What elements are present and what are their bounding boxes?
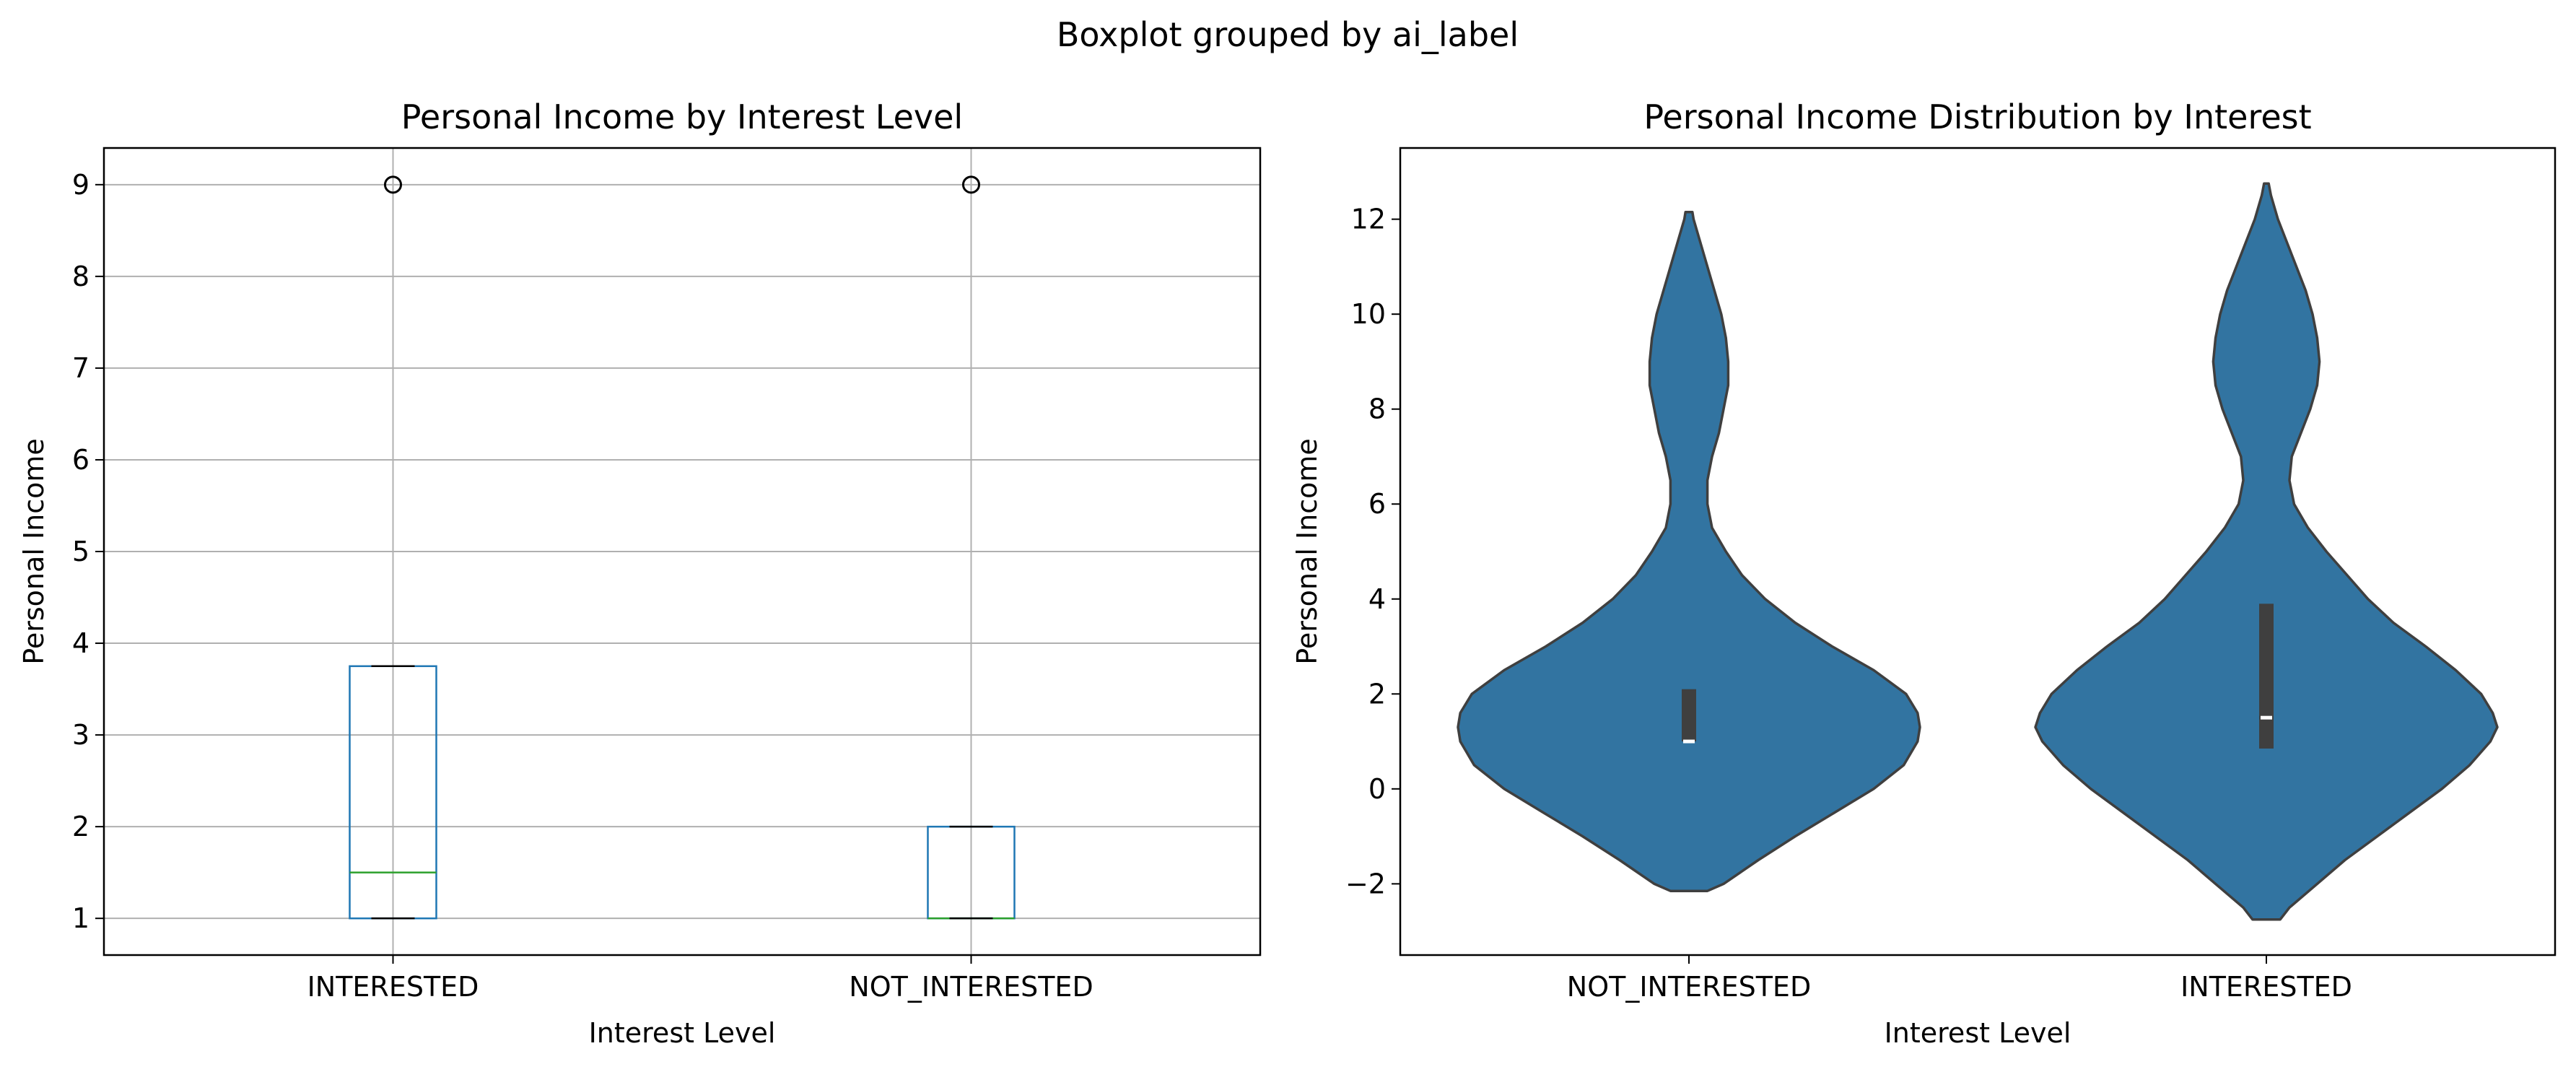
violinplot-ylabel: Personal Income <box>1291 438 1323 664</box>
y-tick-label: 5 <box>72 536 89 567</box>
violinplot-xlabel: Interest Level <box>1885 1017 2071 1049</box>
boxplot-ylabel: Personal Income <box>18 438 50 664</box>
y-tick-label: 12 <box>1351 204 1386 235</box>
boxplot-panel: Personal Income by Interest Level 1 2 3 4 5 6… <box>18 97 1262 1049</box>
boxplot-marks <box>349 175 1016 920</box>
y-tick-label: 8 <box>72 261 89 292</box>
y-tick-label: 4 <box>1368 583 1386 615</box>
y-tick-label: 1 <box>72 902 89 934</box>
boxplot-ticks: 1 2 3 4 5 6 7 8 9 INTERESTED NOT_INTERESTED <box>72 169 1093 1003</box>
violinplot-title: Personal Income Distribution by Interest <box>1643 97 2311 136</box>
y-tick-label: 3 <box>72 719 89 751</box>
y-tick-label: 6 <box>72 444 89 476</box>
figure-suptitle: Boxplot grouped by ai_label <box>1057 15 1519 54</box>
violinplot-panel: Personal Income Distribution by Interest… <box>1291 97 2557 1049</box>
x-tick-label: NOT_INTERESTED <box>1567 971 1811 1003</box>
violinplot-frame <box>1399 147 2557 956</box>
y-tick-label: 10 <box>1351 298 1386 330</box>
y-tick-label: 9 <box>72 169 89 201</box>
violin-inner-box <box>1682 689 1696 742</box>
box-outlier <box>962 175 980 194</box>
y-tick-label: −2 <box>1345 868 1386 899</box>
x-tick-label: NOT_INTERESTED <box>849 971 1093 1003</box>
boxplot-xlabel: Interest Level <box>589 1017 776 1049</box>
violinplot-ticks: −2 0 2 4 6 8 10 12 NOT_INTERESTED INTERESTED <box>1345 204 2352 1003</box>
violin-inner-box <box>2259 603 2274 749</box>
y-tick-label: 8 <box>1368 393 1386 425</box>
x-tick-label: INTERESTED <box>2180 971 2352 1003</box>
y-tick-label: 4 <box>72 627 89 659</box>
box-outlier <box>384 175 402 194</box>
y-tick-label: 7 <box>72 352 89 384</box>
violin-body <box>2034 182 2499 921</box>
violin-body <box>1457 211 1921 892</box>
y-tick-label: 0 <box>1368 773 1386 805</box>
boxplot-frame <box>102 147 1262 956</box>
x-tick-label: INTERESTED <box>307 971 479 1003</box>
y-tick-label: 2 <box>1368 678 1386 710</box>
y-tick-label: 2 <box>72 811 89 842</box>
boxplot-title: Personal Income by Interest Level <box>401 97 963 136</box>
y-tick-label: 6 <box>1368 488 1386 520</box>
violinplot-marks <box>1457 182 2499 921</box>
boxplot-grid <box>104 148 1260 955</box>
